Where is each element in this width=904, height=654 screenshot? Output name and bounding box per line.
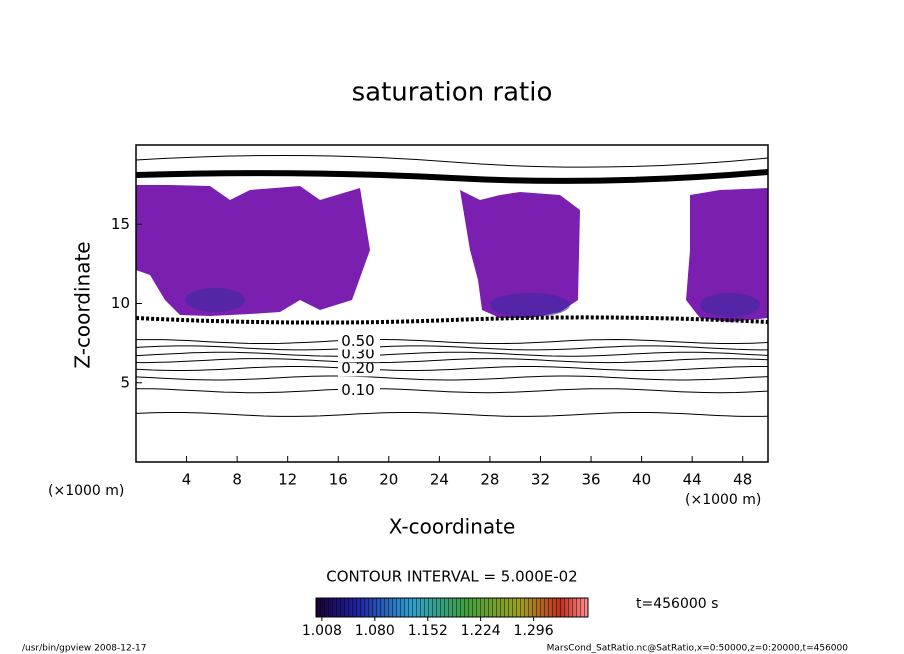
colorbar-tick-label: 1.296: [514, 623, 554, 639]
contour-line: [135, 345, 768, 351]
contour-interval: CONTOUR INTERVAL = 5.000E-02: [326, 568, 577, 586]
y-axis-label: Z-coordinate: [71, 241, 95, 368]
x-tick-label: 40: [632, 471, 651, 489]
x-tick-label: 48: [733, 471, 752, 489]
noisy-contour-band: [136, 315, 768, 325]
contour-line: [135, 366, 768, 371]
time-label: t=456000 s: [636, 596, 718, 612]
high-region: [490, 293, 570, 317]
x-tick-label: 28: [480, 471, 499, 489]
x-axis-label: X-coordinate: [389, 515, 516, 539]
colorbar-tick-label: 1.224: [461, 623, 501, 639]
contour-label-bg: [338, 346, 380, 363]
supersaturation-region: [460, 190, 580, 318]
high-region: [700, 293, 760, 317]
y-tick-label: 15: [111, 215, 130, 233]
contour-line: [136, 388, 769, 394]
x-tick-label: 44: [683, 471, 702, 489]
contour-label: 0.50: [341, 332, 374, 350]
contour-line: [135, 351, 769, 357]
colorbar-stripes: [316, 598, 588, 617]
contour-line: [136, 338, 769, 344]
supersaturation-region: [136, 185, 370, 316]
contour-line: [135, 375, 769, 381]
contour-label: 0.10: [341, 381, 374, 399]
contour-line: [135, 358, 769, 364]
colorbar-tick-label: 1.152: [408, 623, 448, 639]
y-tick-label: 10: [111, 294, 130, 312]
plot-shading: [136, 154, 768, 325]
x-unit-label: (×1000 m): [48, 483, 124, 499]
x-tick-label: 20: [379, 471, 398, 489]
contour-label-bg: [338, 382, 380, 399]
x-tick-label: 4: [182, 471, 192, 489]
y-tick-label: 5: [120, 373, 130, 391]
contour-label: 0.20: [341, 359, 374, 377]
upper-contour: [136, 154, 768, 168]
contour-label-bg: [338, 333, 380, 350]
x-tick-label: 36: [581, 471, 600, 489]
chart-title: saturation ratio: [352, 78, 553, 108]
x-unit-label: (×1000 m): [685, 492, 761, 508]
contour-line: [135, 412, 769, 417]
colorbar-tick-label: 1.008: [302, 623, 342, 639]
high-region: [185, 288, 245, 312]
footer-left: /usr/bin/gpview 2008-12-17: [22, 644, 146, 654]
upper-contour-band: [136, 169, 768, 184]
x-tick-label: 16: [329, 471, 348, 489]
colorbar-tick-label: 1.080: [355, 623, 395, 639]
supersaturation-region: [686, 188, 768, 322]
x-tick-label: 32: [531, 471, 550, 489]
contour-label-bg: [338, 360, 380, 377]
footer-right: MarsCond_SatRatio.nc@SatRatio,x=0:50000,…: [547, 644, 849, 654]
x-tick-label: 12: [278, 471, 297, 489]
x-tick-label: 24: [430, 471, 449, 489]
x-tick-label: 8: [232, 471, 242, 489]
